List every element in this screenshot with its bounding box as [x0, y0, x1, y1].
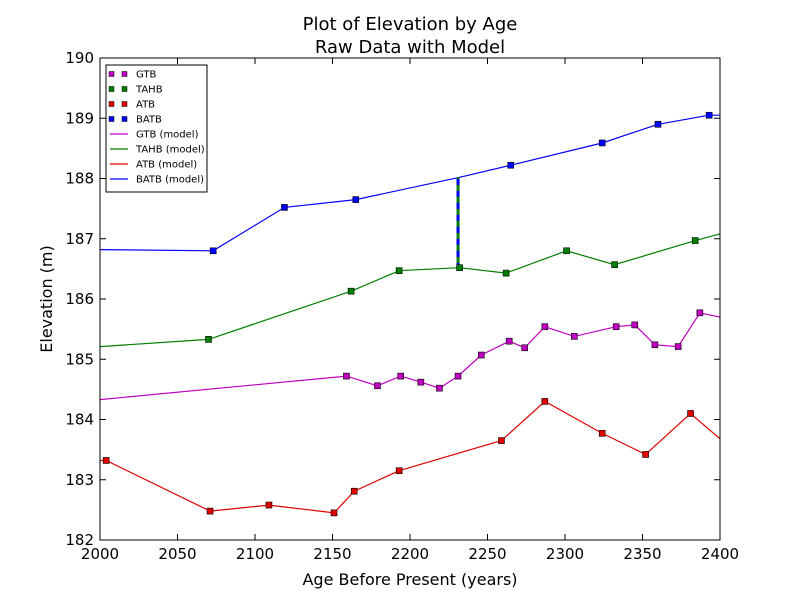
legend-marker-b-3	[121, 116, 128, 122]
x-tick-label-5: 2250	[468, 545, 506, 563]
data-point-atb-2	[265, 501, 273, 509]
x-tick-label-1: 2050	[158, 545, 196, 563]
data-point-tahb-0	[205, 336, 212, 343]
legend-marker-b-0	[121, 71, 128, 77]
x-tick-label-6: 2300	[546, 545, 584, 563]
data-point-tahb-5	[563, 247, 570, 255]
data-point-atb-5	[395, 467, 403, 475]
data-point-tahb-3	[456, 264, 463, 271]
x-tick-label-2: 2100	[236, 545, 274, 563]
data-point-batb-1	[281, 204, 288, 211]
legend-marker-3	[108, 116, 115, 122]
data-point-gtb-14	[674, 343, 682, 350]
data-point-batb-2	[352, 196, 360, 203]
y-axis-label: Elevation (m)	[37, 245, 56, 352]
data-point-batb-5	[654, 120, 662, 128]
legend-label-4: GTB (model)	[136, 130, 199, 141]
x-tick-label-3: 2150	[313, 545, 351, 563]
y-tick-label-0: 182	[65, 531, 94, 549]
legend-marker-2	[108, 101, 115, 107]
x-tick-label-0: 2000	[81, 545, 119, 563]
data-point-gtb-4	[436, 384, 443, 392]
y-tick-label-4: 186	[65, 290, 94, 308]
legend: GTB TAHB ATB BATB GTB (model) TAHB (model) ATB…	[105, 64, 208, 193]
data-point-gtb-11	[612, 323, 620, 331]
x-tick-label-7: 2350	[623, 545, 661, 563]
data-point-batb-4	[598, 139, 606, 147]
x-axis-label: Age Before Present (years)	[302, 570, 517, 589]
legend-label-5: TAHB (model)	[135, 145, 205, 156]
data-point-gtb-5	[454, 372, 462, 380]
chart-subtitle: Raw Data with Model	[315, 37, 505, 58]
data-point-gtb-9	[541, 323, 549, 331]
data-point-atb-1	[206, 507, 214, 515]
data-point-gtb-13	[651, 341, 659, 349]
data-point-gtb-10	[570, 333, 578, 340]
model-line-1	[100, 233, 720, 348]
data-point-tahb-2	[395, 267, 403, 274]
data-point-atb-10	[687, 410, 694, 417]
x-tick-label-8: 2400	[701, 545, 739, 563]
data-point-gtb-6	[477, 351, 485, 359]
data-point-tahb-1	[347, 287, 355, 295]
data-point-atb-6	[498, 437, 505, 444]
plot-area: 2000 2050 2100 2150 2200 2250 2300 2350 2400 182 1…	[65, 49, 739, 563]
series-group	[100, 111, 720, 517]
data-point-atb-9	[642, 451, 649, 458]
data-point-gtb-1	[374, 382, 381, 390]
y-tick-label-5: 187	[65, 230, 94, 248]
data-point-gtb-0	[343, 372, 350, 380]
y-tick-label-6: 188	[65, 170, 94, 188]
legend-marker-0	[108, 71, 115, 77]
y-tick-label-8: 190	[65, 49, 94, 67]
legend-label-3: BATB	[136, 115, 162, 126]
legend-label-6: ATB (model)	[136, 160, 197, 171]
data-point-atb-7	[541, 398, 549, 405]
data-point-batb-3	[507, 161, 515, 169]
legend-label-7: BATB (model)	[136, 175, 204, 186]
data-point-tahb-4	[502, 269, 510, 277]
data-point-gtb-3	[417, 378, 425, 386]
y-tick-label-7: 189	[65, 109, 94, 127]
data-point-batb-0	[209, 247, 217, 255]
legend-marker-b-1	[121, 86, 128, 92]
y-tick-label-1: 183	[65, 471, 94, 489]
legend-label-0: GTB	[136, 70, 157, 81]
data-point-gtb-7	[505, 337, 513, 345]
model-line-3	[100, 114, 720, 252]
x-tick-label-4: 2200	[391, 545, 429, 563]
data-point-atb-4	[350, 487, 358, 495]
y-tick-label-3: 185	[65, 350, 94, 368]
data-point-atb-0	[102, 457, 110, 464]
data-point-batb-6	[705, 111, 713, 119]
data-point-tahb-6	[611, 261, 618, 268]
y-tick-label-2: 184	[65, 411, 94, 429]
legend-marker-1	[108, 86, 115, 92]
legend-box	[105, 64, 208, 193]
data-point-gtb-2	[397, 372, 405, 380]
legend-label-1: TAHB	[135, 85, 163, 96]
data-point-atb-3	[330, 509, 338, 517]
data-point-tahb-7	[691, 237, 699, 244]
data-point-atb-8	[598, 430, 606, 437]
data-point-gtb-15	[696, 309, 704, 317]
data-point-gtb-8	[521, 344, 529, 352]
model-line-0	[100, 312, 720, 401]
data-point-gtb-12	[631, 321, 639, 329]
chart-title: Plot of Elevation by Age	[303, 14, 518, 35]
legend-label-2: ATB	[136, 100, 155, 111]
legend-marker-b-2	[121, 101, 128, 107]
